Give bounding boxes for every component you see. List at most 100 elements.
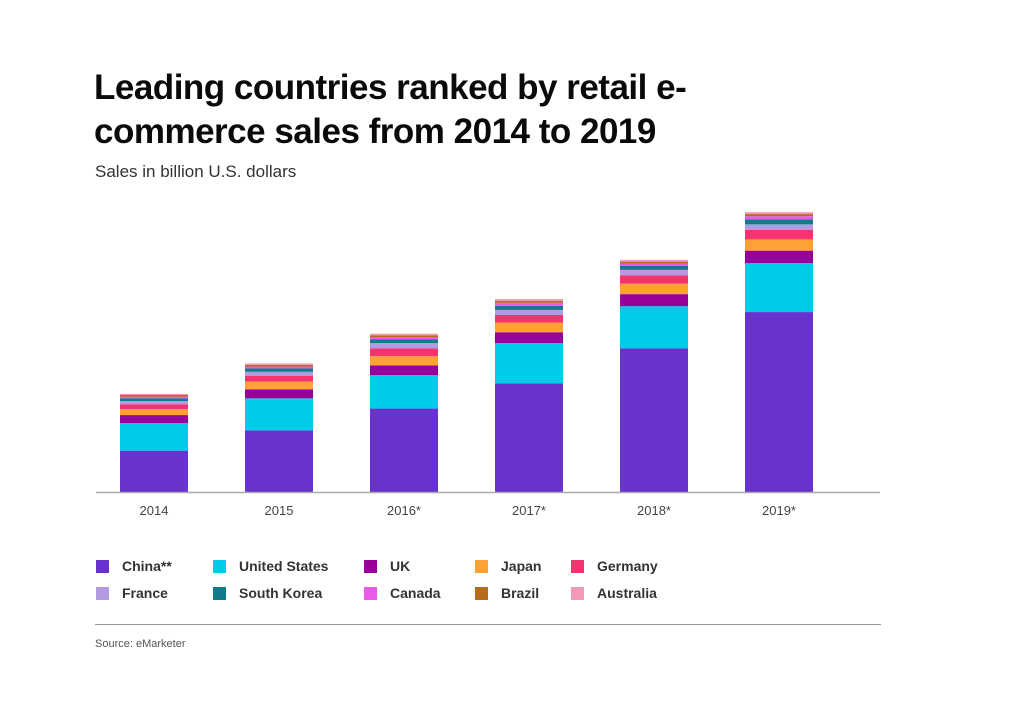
bar-segment-brazil-2019	[745, 214, 813, 217]
bar-segment-uk-2014	[120, 415, 188, 424]
bar-segment-brazil-2018	[620, 261, 688, 264]
legend-item-united-states: United States	[213, 557, 328, 575]
bar-segment-japan-2014	[120, 409, 188, 416]
bar-segment-japan-2016	[370, 356, 438, 366]
legend-swatch-south-korea	[213, 586, 226, 600]
bar-segment-united-states-2016	[370, 375, 438, 409]
x-tick-label-2014: 2014	[140, 503, 169, 518]
legend-item-japan: Japan	[475, 557, 541, 575]
bar-segment-australia-2016	[370, 333, 438, 336]
bar-segment-united-states-2015	[245, 398, 313, 431]
legend-label-china: China**	[122, 558, 172, 574]
legend-swatch-germany	[571, 559, 584, 573]
bar-segment-south-korea-2019	[745, 219, 813, 225]
legend-label-brazil: Brazil	[501, 585, 540, 601]
bar-segment-china-2016	[370, 408, 438, 492]
bar-segment-uk-2016	[370, 365, 438, 376]
legend-label-united-states: United States	[239, 558, 329, 574]
bar-segment-united-states-2014	[120, 423, 188, 451]
bar-segment-canada-2019	[745, 216, 813, 220]
legend-swatch-brazil	[475, 586, 488, 600]
legend-swatch-china	[96, 559, 109, 573]
bar-segment-canada-2017	[495, 302, 563, 306]
x-tick-labels: 2014 2015 2016* 2017* 2018* 2019*	[140, 503, 796, 518]
legend-swatch-japan	[475, 559, 488, 573]
legend-label-canada: Canada	[390, 585, 441, 601]
bar-segment-germany-2017	[495, 314, 563, 323]
bar-segment-canada-2016	[370, 336, 438, 340]
bar-segment-south-korea-2014	[120, 398, 188, 402]
bar-segment-canada-2014	[120, 396, 188, 399]
bar-segment-uk-2017	[495, 332, 563, 344]
stacked-bar-chart: 2014 2015 2016* 2017* 2018* 2019*	[96, 212, 880, 518]
bar-segment-france-2015	[245, 371, 313, 376]
bar-segment-south-korea-2017	[495, 305, 563, 310]
x-tick-label-2019: 2019*	[762, 503, 796, 518]
bar-segment-china-2019	[745, 312, 813, 492]
x-tick-label-2015: 2015	[265, 503, 294, 518]
bar-segment-germany-2019	[745, 229, 813, 240]
legend-item-brazil: Brazil	[475, 584, 539, 602]
bar-segment-canada-2015	[245, 366, 313, 369]
bars-group	[120, 212, 813, 492]
x-tick-label-2017: 2017*	[512, 503, 546, 518]
bar-segment-china-2018	[620, 348, 688, 492]
legend-swatch-australia	[571, 586, 584, 600]
bar-segment-uk-2015	[245, 389, 313, 399]
legend-swatch-canada	[364, 586, 377, 600]
bar-segment-south-korea-2016	[370, 339, 438, 344]
bar-segment-united-states-2018	[620, 306, 688, 349]
bar-segment-france-2018	[620, 269, 688, 276]
bar-segment-japan-2015	[245, 381, 313, 390]
legend-item-china: China**	[96, 557, 172, 575]
x-tick-label-2016: 2016*	[387, 503, 421, 518]
bar-segment-japan-2017	[495, 322, 563, 333]
bar-segment-uk-2018	[620, 294, 688, 307]
bar-segment-canada-2018	[620, 263, 688, 266]
bar-segment-japan-2019	[745, 239, 813, 251]
legend-label-germany: Germany	[597, 558, 658, 574]
bar-segment-australia-2018	[620, 259, 688, 262]
legend-swatch-france	[96, 586, 109, 600]
bar-segment-france-2016	[370, 343, 438, 349]
bar-segment-germany-2018	[620, 275, 688, 284]
bar-segment-germany-2015	[245, 375, 313, 382]
legend-item-france: France	[96, 584, 168, 602]
legend-label-france: France	[122, 585, 168, 601]
legend-item-canada: Canada	[364, 584, 441, 602]
legend-label-japan: Japan	[501, 558, 542, 574]
bar-segment-australia-2015	[245, 363, 313, 365]
footer-divider	[95, 624, 881, 625]
bar-segment-united-states-2019	[745, 263, 813, 313]
chart-title: Leading countries ranked by retail e-com…	[94, 68, 687, 151]
legend-label-south-korea: South Korea	[239, 585, 323, 601]
bar-segment-brazil-2017	[495, 300, 563, 303]
bar-segment-south-korea-2015	[245, 368, 313, 372]
bar-segment-germany-2014	[120, 404, 188, 410]
bar-segment-china-2014	[120, 450, 188, 492]
bar-segment-australia-2019	[745, 212, 813, 215]
bar-segment-france-2019	[745, 224, 813, 230]
legend-label-uk: UK	[390, 558, 411, 574]
legend-item-south-korea: South Korea	[213, 584, 322, 602]
bar-segment-france-2014	[120, 401, 188, 405]
bar-segment-france-2017	[495, 309, 563, 315]
legend-swatch-uk	[364, 559, 377, 573]
bar-segment-germany-2016	[370, 348, 438, 357]
bar-segment-united-states-2017	[495, 343, 563, 384]
legend-item-australia: Australia	[571, 584, 657, 602]
legend-item-uk: UK	[364, 557, 410, 575]
bar-segment-china-2015	[245, 430, 313, 492]
bar-segment-australia-2014	[120, 393, 188, 395]
chart-subtitle: Sales in billion U.S. dollars	[95, 162, 297, 181]
legend-swatch-united-states	[213, 559, 226, 573]
legend-item-germany: Germany	[571, 557, 658, 575]
bar-segment-uk-2019	[745, 250, 813, 264]
bar-segment-brazil-2015	[245, 364, 313, 367]
bar-segment-brazil-2014	[120, 395, 188, 397]
bar-segment-china-2017	[495, 383, 563, 492]
legend-label-australia: Australia	[597, 585, 657, 601]
source-note: Source: eMarketer	[95, 638, 186, 650]
x-tick-label-2018: 2018*	[637, 503, 671, 518]
bar-segment-south-korea-2018	[620, 265, 688, 270]
